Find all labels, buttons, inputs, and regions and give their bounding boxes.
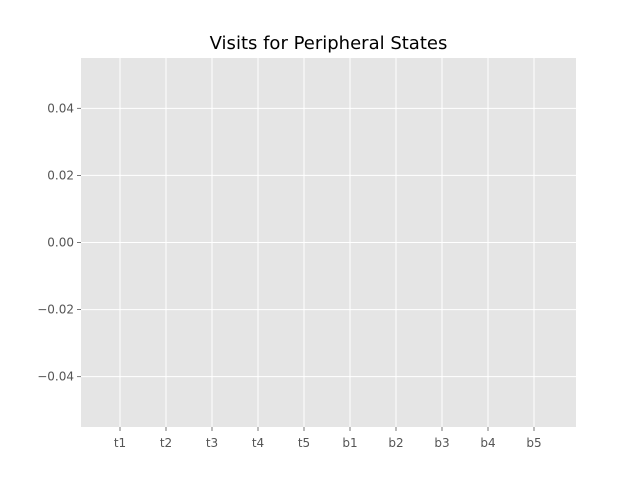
grid-lines: [81, 58, 576, 427]
x-axis-ticks: t1 t2 t3 t4 t5 b1 b2 b3 b4 b5: [114, 427, 542, 450]
x-tick-label: b3: [434, 436, 449, 450]
chart-title: Visits for Peripheral States: [210, 33, 448, 54]
y-tick-label: 0.00: [47, 236, 74, 250]
y-tick-label: −0.04: [37, 370, 74, 384]
x-tick-label: t2: [160, 436, 172, 450]
x-tick-label: t4: [252, 436, 264, 450]
y-tick-label: 0.04: [47, 101, 74, 115]
x-tick-label: b5: [526, 436, 541, 450]
x-tick-label: b1: [342, 436, 357, 450]
x-tick-label: b2: [388, 436, 403, 450]
x-tick-label: t5: [298, 436, 310, 450]
x-tick-label: b4: [480, 436, 495, 450]
x-tick-label: t1: [114, 436, 126, 450]
x-tick-label: t3: [206, 436, 218, 450]
y-tick-label: −0.02: [37, 303, 74, 317]
y-axis-ticks: −0.04 −0.02 0.00 0.02 0.04: [37, 101, 81, 384]
y-tick-label: 0.02: [47, 168, 74, 182]
